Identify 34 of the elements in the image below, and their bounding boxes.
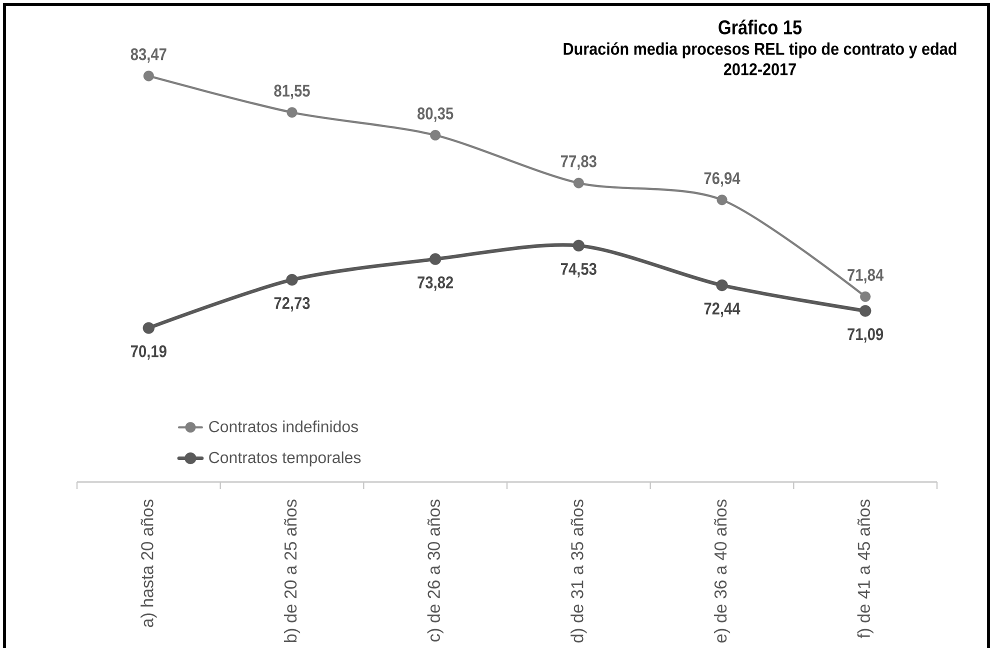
data-label: 72,73 bbox=[274, 297, 310, 312]
point bbox=[286, 107, 298, 118]
data-label: 72,44 bbox=[704, 302, 740, 318]
point bbox=[573, 178, 584, 188]
point bbox=[143, 70, 154, 82]
legend-label: Contratos temporales bbox=[209, 451, 361, 466]
data-label: 83,47 bbox=[130, 48, 166, 63]
data-label: 71,84 bbox=[848, 268, 884, 284]
chart-subtitle: Duración media procesos REL tipo de contrato y edad 2012-2017 bbox=[564, 42, 956, 76]
data-label: 71,09 bbox=[848, 328, 884, 343]
chart-title: Gráfico 15 bbox=[718, 20, 802, 34]
point bbox=[430, 130, 441, 140]
data-label: 77,83 bbox=[561, 155, 596, 170]
data-label: 80,35 bbox=[418, 107, 454, 122]
point bbox=[572, 240, 585, 252]
x-tick-label: a) hasta 20 años bbox=[140, 500, 157, 628]
point bbox=[716, 279, 728, 292]
point bbox=[142, 322, 155, 334]
data-label: 76,94 bbox=[704, 172, 740, 187]
point bbox=[429, 253, 442, 265]
point bbox=[859, 305, 872, 317]
x-tick-label: d) de 31 a 35 años bbox=[570, 500, 587, 642]
point bbox=[716, 194, 728, 206]
point bbox=[860, 291, 871, 302]
x-tick-label: c) de 26 a 30 años bbox=[427, 500, 444, 642]
x-tick-label: b) de 20 a 25 años bbox=[284, 500, 300, 642]
x-tick-label: f) de 41 a 45 años bbox=[857, 500, 874, 638]
data-label: 73,82 bbox=[418, 276, 454, 291]
data-label: 74,53 bbox=[561, 262, 596, 278]
x-tick-label: e) de 36 a 40 años bbox=[714, 500, 730, 642]
data-label: 81,55 bbox=[274, 84, 310, 100]
point bbox=[286, 274, 298, 286]
data-label: 70,19 bbox=[131, 345, 166, 360]
legend-label: Contratos indefinidos bbox=[209, 420, 358, 432]
